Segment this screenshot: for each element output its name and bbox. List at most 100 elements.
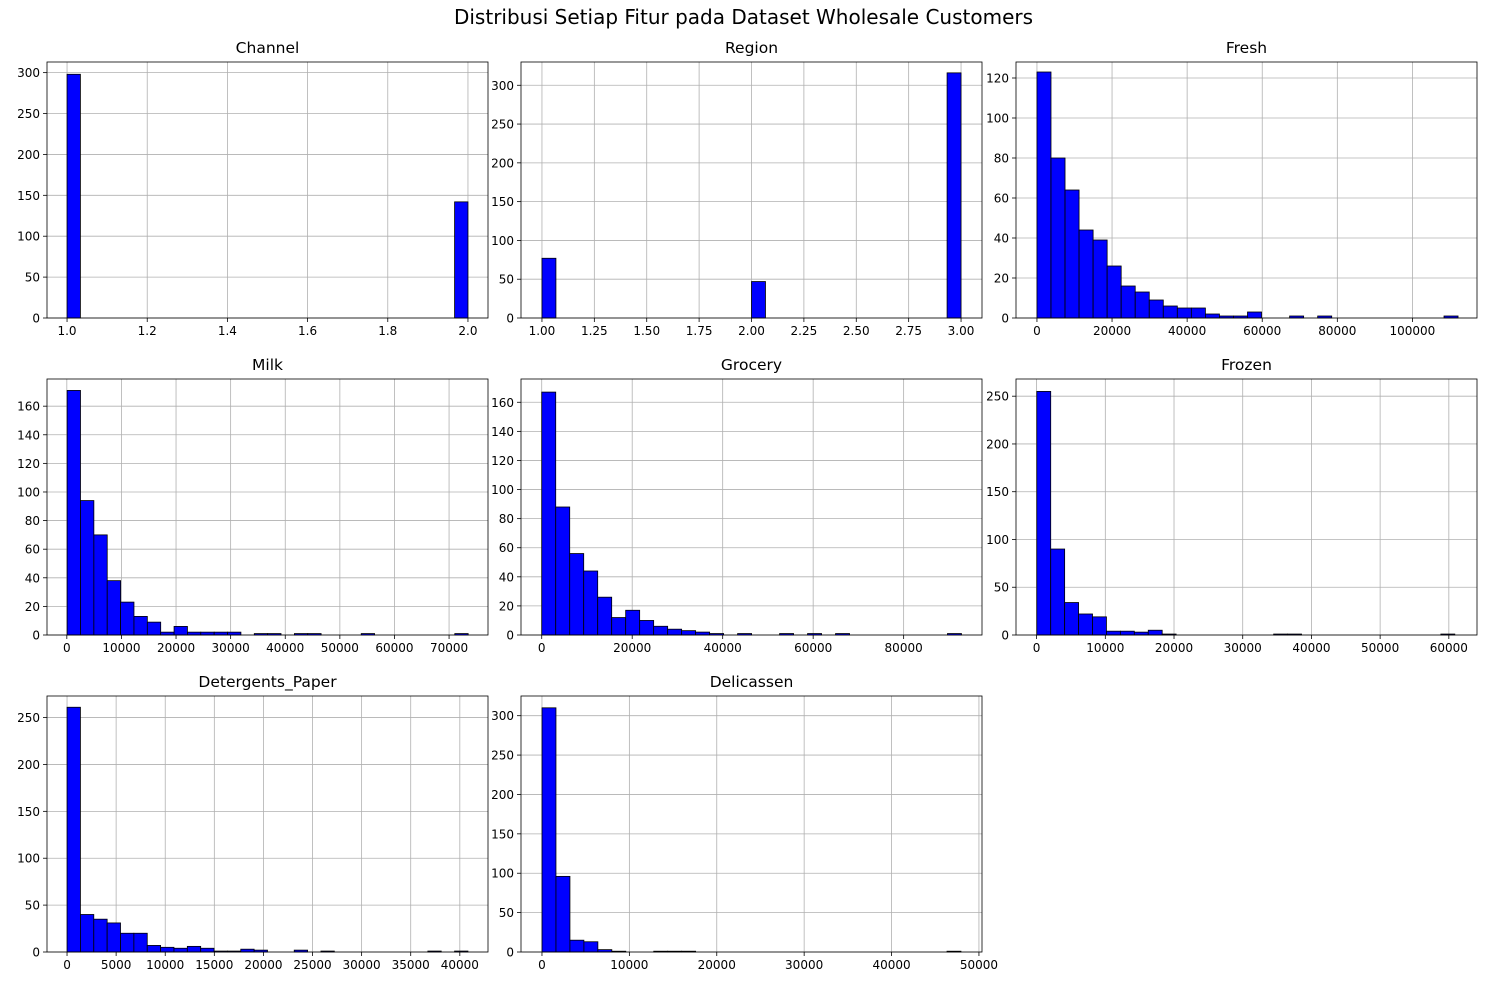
histogram-bar: [213, 631, 228, 636]
x-tick-label: 1.25: [581, 324, 608, 338]
figure-title: Distribusi Setiap Fitur pada Dataset Who…: [453, 5, 1034, 29]
x-tick-label: 2.25: [791, 324, 818, 338]
y-tick-label: 120: [491, 454, 514, 468]
histogram-bar: [1064, 189, 1080, 319]
histogram-bar: [1119, 630, 1135, 636]
histogram-bar: [1106, 630, 1121, 636]
x-tick-label: 60000: [1243, 324, 1281, 338]
x-tick-label: 50000: [960, 958, 998, 972]
y-tick-label: 60: [994, 192, 1009, 206]
y-tick-label: 160: [17, 400, 40, 414]
y-tick-label: 300: [491, 709, 514, 723]
x-tick-label: 2.0: [458, 324, 477, 338]
y-tick-label: 140: [17, 428, 40, 442]
histogram-bar: [1078, 613, 1093, 636]
y-tick-label: 200: [491, 156, 514, 170]
y-tick-label: 60: [499, 541, 514, 555]
histogram-bar: [1050, 157, 1066, 319]
histogram-bar: [625, 609, 641, 636]
x-tick-label: 1.0: [57, 324, 76, 338]
x-tick-label: 5000: [101, 958, 132, 972]
x-tick-label: 80000: [885, 641, 923, 655]
histogram-bar: [653, 625, 669, 636]
subplot-title: Grocery: [721, 356, 782, 374]
x-tick-label: 60000: [794, 641, 832, 655]
x-tick-label: 50000: [1361, 641, 1399, 655]
y-tick-label: 0: [1001, 629, 1009, 643]
x-tick-label: 30000: [1224, 641, 1262, 655]
x-tick-label: 1.8: [378, 324, 397, 338]
histogram-bar: [1092, 616, 1107, 636]
y-tick-label: 50: [499, 273, 514, 287]
histogram-bar: [1064, 602, 1079, 636]
y-tick-label: 250: [17, 107, 40, 121]
histogram-bar: [1133, 631, 1149, 636]
histogram-bar: [133, 616, 148, 636]
histogram-bar: [1120, 285, 1136, 319]
x-tick-label: 30000: [212, 641, 250, 655]
y-tick-label: 100: [986, 533, 1009, 547]
y-tick-label: 20: [994, 272, 1009, 286]
x-tick-label: 50000: [321, 641, 359, 655]
histogram-bar: [1147, 629, 1163, 636]
histogram-bar: [695, 631, 711, 636]
histogram-bar: [120, 932, 135, 953]
histogram-bar: [1148, 299, 1164, 319]
y-tick-label: 140: [491, 425, 514, 439]
y-tick-label: 150: [491, 195, 514, 209]
y-tick-label: 200: [17, 758, 40, 772]
histogram-bar: [1176, 307, 1192, 319]
y-tick-label: 0: [32, 946, 40, 960]
x-tick-label: 2.50: [843, 324, 870, 338]
x-tick-label: 25000: [293, 958, 331, 972]
histogram-bar: [227, 631, 242, 636]
y-tick-label: 200: [986, 437, 1009, 451]
x-tick-label: 10000: [146, 958, 184, 972]
histogram-bar: [569, 553, 585, 636]
y-tick-label: 150: [17, 189, 40, 203]
x-tick-label: 10000: [1086, 641, 1124, 655]
subplot-title: Detergents_Paper: [198, 673, 337, 692]
y-tick-label: 100: [491, 867, 514, 881]
x-tick-label: 20000: [157, 641, 195, 655]
x-tick-label: 1.4: [218, 324, 237, 338]
axes-frame: [46, 61, 489, 319]
histogram-bar: [1078, 229, 1094, 319]
y-tick-label: 300: [17, 66, 40, 80]
y-tick-label: 250: [17, 711, 40, 725]
y-tick-label: 300: [491, 79, 514, 93]
subplot-title: Region: [725, 39, 778, 57]
histogram-bar: [555, 506, 571, 636]
y-tick-label: 250: [491, 749, 514, 763]
histogram-bar: [120, 601, 135, 636]
histogram-bar: [160, 946, 175, 953]
histogram-bar: [133, 932, 148, 953]
subplot-channel: 1.0 1.2 1.4 1.6 1.8 2.0 0 50 100 150 200 250 300 Chan…: [17, 39, 489, 338]
x-tick-label: 20000: [613, 641, 651, 655]
y-tick-label: 40: [499, 570, 514, 584]
x-tick-label: 0: [538, 641, 546, 655]
y-tick-label: 80: [499, 512, 514, 526]
x-tick-label: 40000: [704, 641, 742, 655]
subplot-region: 1.00 1.25 1.50 1.75 2.00 2.25 2.50 2.75 3.00 0 50 1…: [491, 39, 983, 338]
x-tick-label: 30000: [343, 958, 381, 972]
subplot-frozen: 0 10000 20000 30000 40000 50000 60000 0 50 100 150…: [986, 356, 1478, 655]
histogram-bar: [1134, 291, 1150, 319]
histogram-bar: [1162, 305, 1178, 319]
histogram-bar: [1204, 313, 1220, 319]
histogram-bar: [639, 620, 655, 636]
y-tick-label: 100: [986, 112, 1009, 126]
x-tick-label: 40000: [266, 641, 304, 655]
histogram-bar: [1036, 391, 1052, 636]
y-tick-label: 120: [986, 72, 1009, 86]
histogram-bar: [946, 72, 962, 319]
y-tick-label: 100: [17, 230, 40, 244]
y-tick-label: 250: [986, 390, 1009, 404]
histogram-bar: [1106, 265, 1122, 319]
histogram-bar: [541, 707, 557, 953]
y-tick-label: 50: [499, 906, 514, 920]
y-tick-label: 200: [491, 788, 514, 802]
x-tick-label: 30000: [785, 958, 823, 972]
x-tick-label: 0: [63, 641, 71, 655]
x-tick-label: 40000: [1168, 324, 1206, 338]
